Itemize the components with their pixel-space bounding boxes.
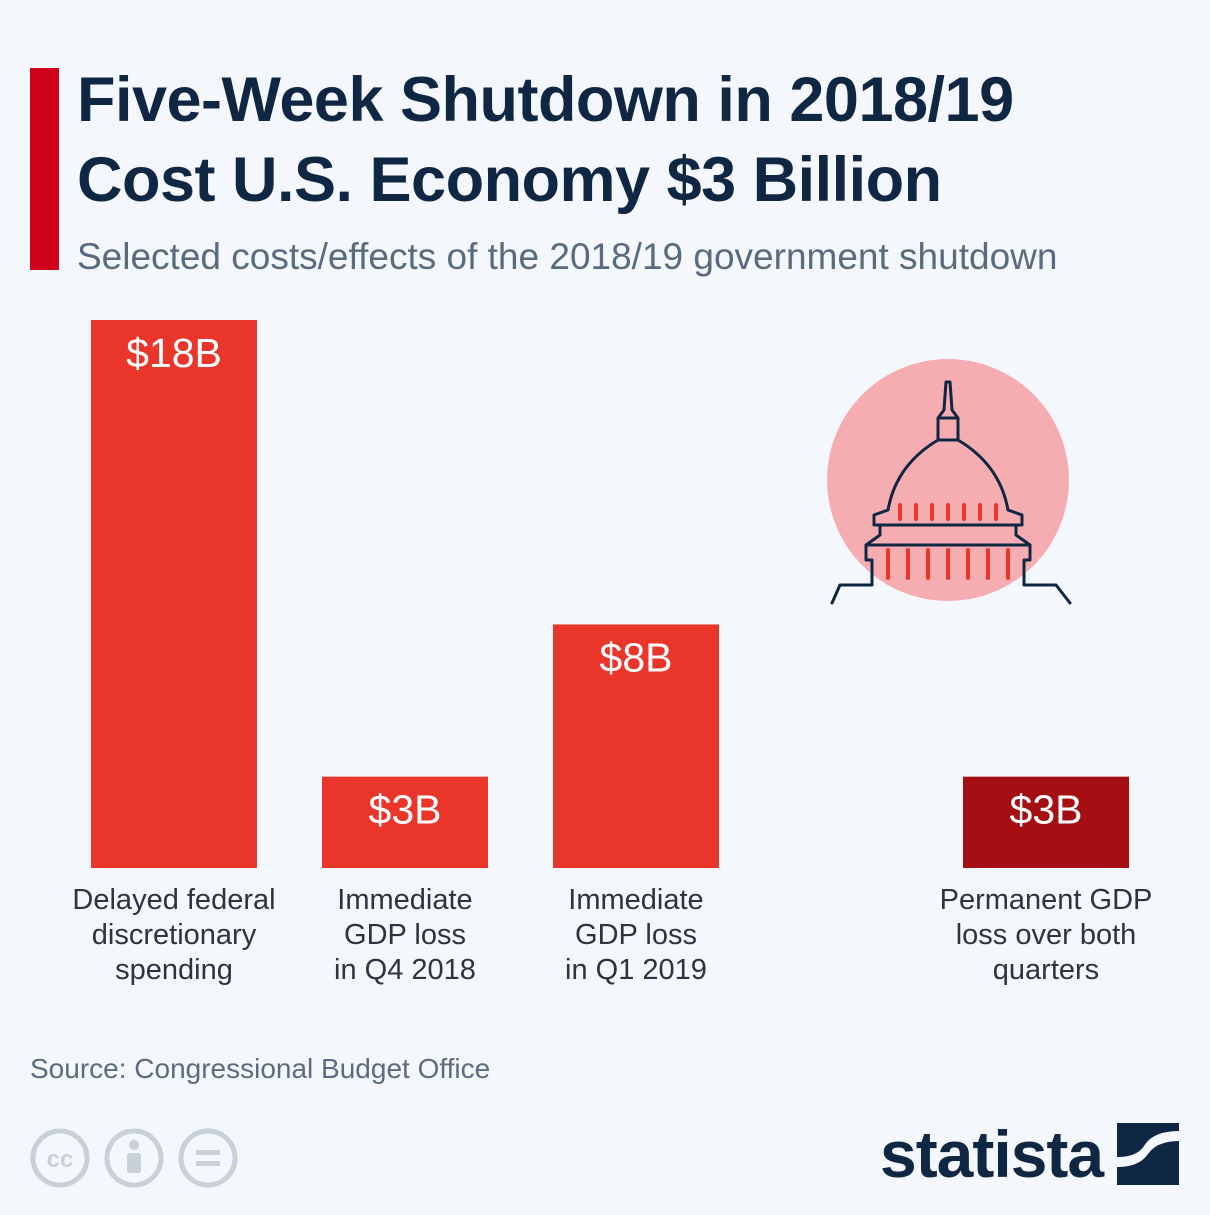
illustration-circle: [827, 359, 1069, 601]
chart-title: Five-Week Shutdown in 2018/19 Cost U.S. …: [77, 60, 1202, 220]
statista-logo[interactable]: statista: [880, 1117, 1180, 1191]
bar-3: [553, 624, 719, 868]
chart-title-line-1: Five-Week Shutdown in 2018/19: [77, 65, 1014, 135]
bar-value-label-2: $3B: [369, 787, 442, 833]
category-label-line: in Q4 2018: [334, 954, 476, 986]
bar-4: [963, 776, 1129, 868]
category-label-4: Permanent GDP loss over both quarters: [940, 884, 1153, 986]
bar-value-label-1: $18B: [126, 330, 222, 376]
no-derivatives-icon: [178, 1128, 238, 1188]
statista-logo-icon: [1117, 1123, 1180, 1185]
category-label-2: Immediate GDP loss in Q4 2018: [334, 884, 476, 986]
bars-group: $18B Delayed federal discretionary spending…: [72, 320, 1152, 986]
category-label-line: in Q1 2019: [565, 954, 707, 986]
capitol-building-icon: [827, 359, 1072, 605]
creative-commons-icon: cc: [30, 1128, 90, 1188]
category-label-line: Immediate: [337, 884, 472, 916]
bar-1: [91, 320, 257, 868]
category-label-line: Immediate: [568, 884, 703, 916]
bar-chart: $18B Delayed federal discretionary spending…: [72, 320, 1152, 986]
category-label-line: Delayed federal: [72, 884, 275, 916]
category-label-line: GDP loss: [575, 919, 697, 951]
category-label-3: Immediate GDP loss in Q1 2019: [565, 884, 707, 986]
source-note: Source: Congressional Budget Office: [30, 1053, 491, 1084]
category-label-1: Delayed federal discretionary spending: [72, 884, 275, 986]
category-label-line: loss over both: [956, 919, 1137, 951]
bar-value-label-4: $3B: [1010, 787, 1083, 833]
attribution-icon: [104, 1128, 164, 1188]
category-label-line: quarters: [993, 954, 1099, 986]
category-label-line: discretionary: [92, 919, 257, 951]
svg-text:cc: cc: [47, 1146, 74, 1173]
title-accent-bar: [30, 68, 59, 270]
category-label-line: spending: [115, 954, 233, 986]
license-icons: cc: [30, 1128, 238, 1188]
statista-logo-text: statista: [880, 1117, 1104, 1191]
bar-2: [322, 776, 488, 868]
chart-title-line-2: Cost U.S. Economy $3 Billion: [77, 145, 942, 215]
bar-value-label-3: $8B: [600, 634, 673, 680]
category-label-line: GDP loss: [344, 919, 466, 951]
category-label-line: Permanent GDP: [940, 884, 1153, 916]
capitol-columns: [886, 503, 1010, 580]
chart-subtitle: Selected costs/effects of the 2018/19 go…: [77, 236, 1058, 277]
